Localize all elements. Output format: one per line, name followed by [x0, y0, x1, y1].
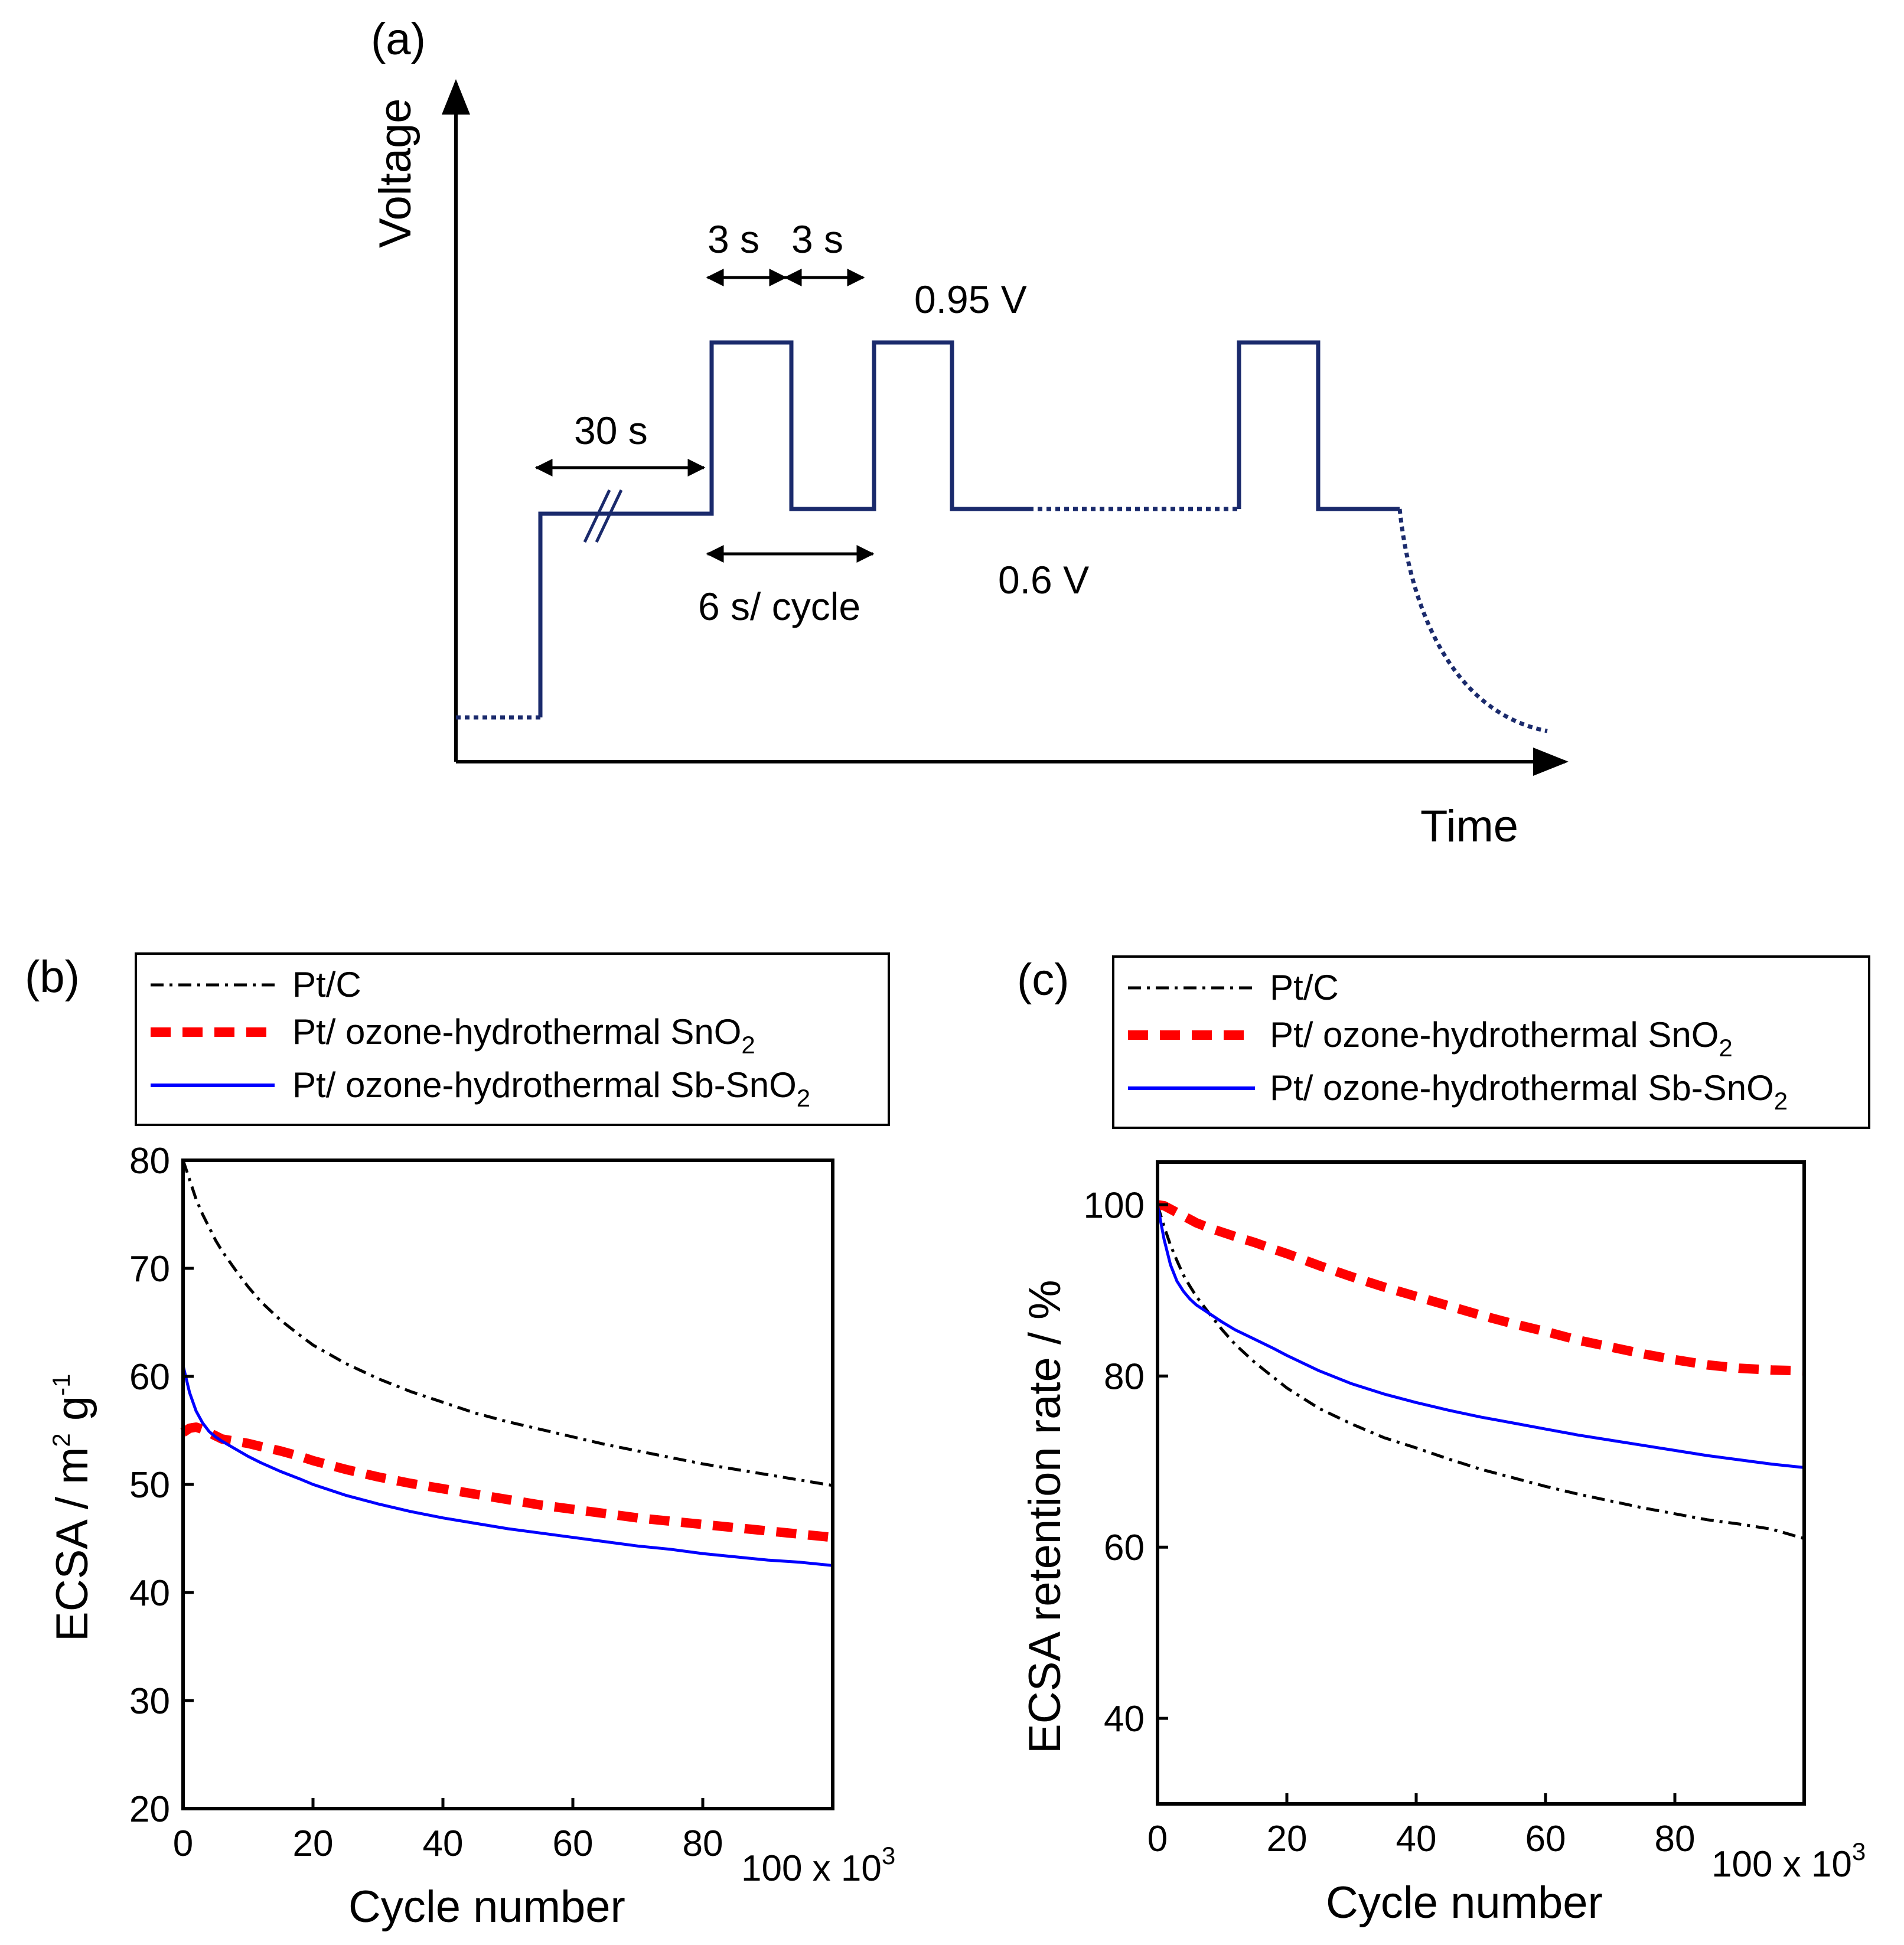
- axis-break-mark: [583, 489, 611, 543]
- panel-b: (b) Pt/C Pt/ ozone-hydrothermal SnO2 Pt/…: [25, 952, 895, 1932]
- series-line-dashdot: [1156, 1204, 1805, 1541]
- x-axis-title-b: Cycle number: [348, 1882, 625, 1932]
- legend-sbsno2-label: Pt/ ozone-hydrothermal Sb-SnO2: [1270, 1068, 1788, 1115]
- series-line-dashed: [180, 1422, 833, 1542]
- x-tick-label: 80: [683, 1823, 723, 1864]
- legend-box: [135, 952, 890, 1126]
- x-tick-label: 40: [1396, 1819, 1437, 1859]
- hold-time-label: 30 s: [574, 409, 648, 452]
- low-voltage-label: 0.6 V: [998, 558, 1089, 602]
- y-tick-label: 40: [1104, 1699, 1145, 1740]
- legend-sbsno2-label: Pt/ ozone-hydrothermal Sb-SnO2: [292, 1065, 810, 1112]
- panel-a-label: (a): [371, 14, 426, 64]
- series-line-solid: [1156, 1205, 1805, 1469]
- x-multiplier-c: 100 x 103: [1711, 1838, 1866, 1885]
- y-axis-title-c: ECSA retention rate / %: [1020, 1280, 1070, 1754]
- y-tick-label: 60: [1104, 1528, 1145, 1568]
- y-tick-label: 20: [129, 1789, 170, 1830]
- legend-ptc-label: Pt/C: [1270, 968, 1339, 1007]
- protocol-main-solid: [538, 340, 1029, 717]
- x-tick-label: 0: [173, 1823, 193, 1864]
- panel-a: (a) Voltage Time 30 s 3 s 3 s 0.95 V 6 s…: [370, 14, 1569, 851]
- cycle-label: 6 s/ cycle: [698, 585, 860, 628]
- y-tick-label: 80: [1104, 1356, 1145, 1397]
- plot-c: 0 20 40 60 80 40 60 80 100: [1084, 1160, 1806, 1859]
- legend-box: [1112, 955, 1870, 1129]
- series-line-dashdot: [181, 1160, 833, 1487]
- plot-frame: [1156, 1160, 1806, 1806]
- panel-c: (c) Pt/C Pt/ ozone-hydrothermal SnO2 Pt/…: [1017, 955, 1870, 1928]
- y-tick-label: 50: [129, 1465, 170, 1506]
- x-axis-title-c: Cycle number: [1326, 1878, 1603, 1928]
- x-tick-label: 20: [293, 1823, 334, 1864]
- panel-b-label: (b): [25, 952, 80, 1002]
- y-tick-label: 40: [129, 1573, 170, 1614]
- x-tick-label: 0: [1147, 1819, 1168, 1859]
- legend-sno2-label: Pt/ ozone-hydrothermal SnO2: [1270, 1015, 1733, 1062]
- protocol-waveform: [456, 340, 1548, 733]
- series-line-dashed: [1156, 1200, 1805, 1376]
- y-axis-title-b: ECSA / m2 g-1: [47, 1373, 97, 1641]
- legend-c: Pt/C Pt/ ozone-hydrothermal SnO2 Pt/ ozo…: [1112, 955, 1870, 1129]
- legend-sno2-label: Pt/ ozone-hydrothermal SnO2: [292, 1012, 755, 1059]
- time-axis-label: Time: [1420, 801, 1518, 851]
- legend-b: Pt/C Pt/ ozone-hydrothermal SnO2 Pt/ ozo…: [135, 952, 890, 1126]
- y-tick-label: 80: [129, 1141, 170, 1182]
- voltage-axis-label: Voltage: [370, 98, 420, 248]
- y-tick-label: 100: [1084, 1185, 1145, 1226]
- y-tick-label: 30: [129, 1681, 170, 1722]
- plot-frame: [181, 1158, 834, 1810]
- high-voltage-label: 0.95 V: [914, 278, 1027, 321]
- x-tick-label: 60: [553, 1823, 594, 1864]
- x-tick-label: 80: [1655, 1819, 1696, 1859]
- axis-break-mark: [595, 489, 623, 543]
- x-tick-label: 60: [1525, 1819, 1566, 1859]
- protocol-end-solid: [1237, 340, 1400, 511]
- protocol-decay-dotted: [1397, 508, 1548, 733]
- legend-ptc-label: Pt/C: [292, 965, 361, 1004]
- series-line-solid: [181, 1365, 833, 1567]
- x-tick-label: 40: [423, 1823, 464, 1864]
- high-time-label: 3 s: [708, 217, 759, 261]
- y-tick-label: 60: [129, 1357, 170, 1398]
- x-tick-label: 20: [1267, 1819, 1308, 1859]
- y-tick-label: 70: [129, 1249, 170, 1290]
- panel-c-label: (c): [1017, 955, 1070, 1005]
- x-multiplier-b: 100 x 103: [741, 1842, 895, 1889]
- low-time-label: 3 s: [791, 217, 843, 261]
